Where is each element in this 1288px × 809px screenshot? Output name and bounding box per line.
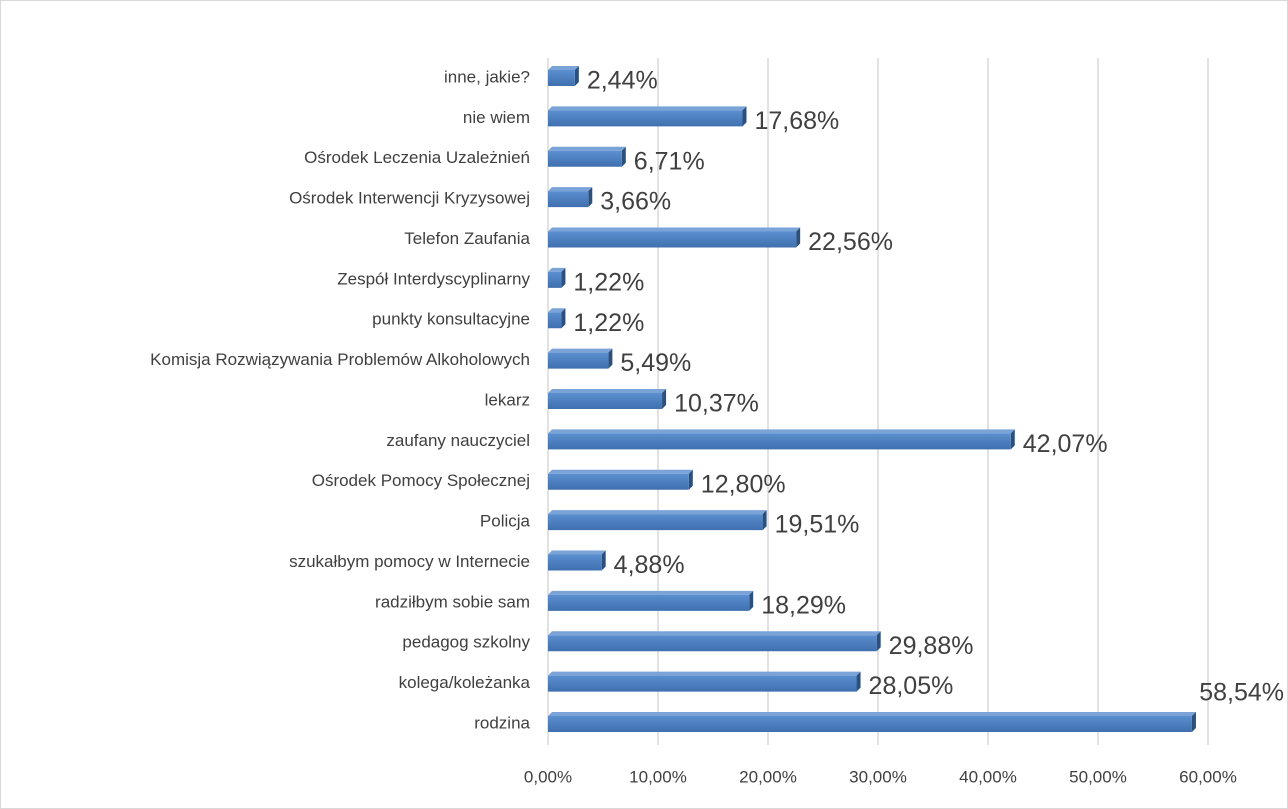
bar-top <box>548 348 613 353</box>
data-label: 4,88% <box>614 551 685 579</box>
data-label: 3,66% <box>600 188 671 216</box>
bar-top <box>548 66 579 70</box>
y-tick-label: lekarz <box>485 390 530 409</box>
data-label: 1,22% <box>573 309 644 337</box>
bar-side <box>856 671 861 692</box>
bar <box>548 352 609 369</box>
y-tick-label: nie wiem <box>463 108 530 127</box>
bar-top <box>548 308 566 313</box>
bar <box>548 191 589 208</box>
bar <box>548 110 743 127</box>
bar <box>548 635 877 652</box>
bar-side <box>561 308 566 329</box>
x-tick-label: 0,00% <box>524 767 572 786</box>
x-tick-label: 10,00% <box>629 767 687 786</box>
bar-top <box>548 106 747 111</box>
bar-top <box>548 631 881 636</box>
bar-side <box>1191 712 1196 732</box>
bar-side <box>742 106 747 127</box>
bar <box>548 594 750 611</box>
bar-top <box>548 429 1015 434</box>
bar-side <box>876 631 881 652</box>
data-label: 17,68% <box>754 107 839 135</box>
data-label: 2,44% <box>587 67 658 95</box>
x-tick-label: 30,00% <box>849 767 907 786</box>
data-label: 19,51% <box>775 511 860 539</box>
y-tick-label: Telefon Zaufania <box>404 229 530 248</box>
bar <box>548 514 763 531</box>
bar <box>548 312 562 329</box>
y-tick-label: kolega/koleżanka <box>399 673 531 692</box>
bar-top <box>548 590 754 595</box>
bar-side <box>662 389 667 409</box>
bar-top <box>548 227 801 232</box>
x-tick-label: 60,00% <box>1179 767 1237 786</box>
data-label: 12,80% <box>701 470 786 498</box>
bar-side <box>574 66 579 86</box>
bar <box>548 271 562 288</box>
bar-top <box>548 712 1196 716</box>
bar-side <box>601 550 606 571</box>
data-label: 22,56% <box>808 228 893 256</box>
data-label: 1,22% <box>573 268 644 296</box>
y-tick-label: inne, jakie? <box>444 67 530 86</box>
y-tick-label: Policja <box>480 512 531 531</box>
bar-side <box>561 267 566 288</box>
y-tick-label: rodzina <box>474 713 530 732</box>
bar-top <box>548 267 566 272</box>
y-tick-label: radziłbym sobie sam <box>375 592 530 611</box>
data-label: 58,54% <box>1199 679 1284 707</box>
y-tick-label: Ośrodek Interwencji Kryzysowej <box>289 189 530 208</box>
bar <box>548 473 689 490</box>
y-tick-label: szukałbym pomocy w Internecie <box>289 552 530 571</box>
bar-top <box>548 671 861 676</box>
y-tick-label: zaufany nauczyciel <box>386 431 530 450</box>
data-label: 6,71% <box>634 147 705 175</box>
bar-top <box>548 146 626 151</box>
data-label: 5,49% <box>620 349 691 377</box>
bar <box>548 231 797 248</box>
y-tick-label: Ośrodek Leczenia Uzależnień <box>304 148 530 167</box>
data-label: 10,37% <box>674 390 759 418</box>
bar <box>548 716 1192 732</box>
x-tick-label: 40,00% <box>959 767 1017 786</box>
x-tick-label: 20,00% <box>739 767 797 786</box>
data-label: 18,29% <box>761 591 846 619</box>
data-label: 28,05% <box>869 672 954 700</box>
y-tick-label: Komisja Rozwiązywania Problemów Alkoholo… <box>150 350 530 369</box>
y-tick-label: Ośrodek Pomocy Społecznej <box>312 471 530 490</box>
data-label: 29,88% <box>889 632 974 660</box>
bar-side <box>588 187 593 208</box>
bar-top <box>548 510 767 515</box>
bar <box>548 675 857 692</box>
data-label: 42,07% <box>1023 430 1108 458</box>
bar <box>548 393 663 409</box>
bar <box>548 433 1011 450</box>
bar-side <box>796 227 801 248</box>
bar-top <box>548 469 693 474</box>
bar <box>548 70 575 86</box>
y-tick-label: punkty konsultacyjne <box>372 310 530 329</box>
y-tick-label: pedagog szkolny <box>402 633 530 652</box>
bar-top <box>548 389 667 393</box>
y-tick-label: Zespół Interdyscyplinarny <box>337 269 530 288</box>
bar-top <box>548 550 606 555</box>
bar-side <box>762 510 767 531</box>
bar-side <box>621 146 626 167</box>
bar-side <box>1010 429 1015 450</box>
bar <box>548 554 602 571</box>
bar-top <box>548 187 593 192</box>
bar-side <box>749 590 754 611</box>
bar <box>548 150 622 167</box>
bar-side <box>608 348 613 369</box>
x-tick-label: 50,00% <box>1069 767 1127 786</box>
bar-side <box>688 469 693 490</box>
